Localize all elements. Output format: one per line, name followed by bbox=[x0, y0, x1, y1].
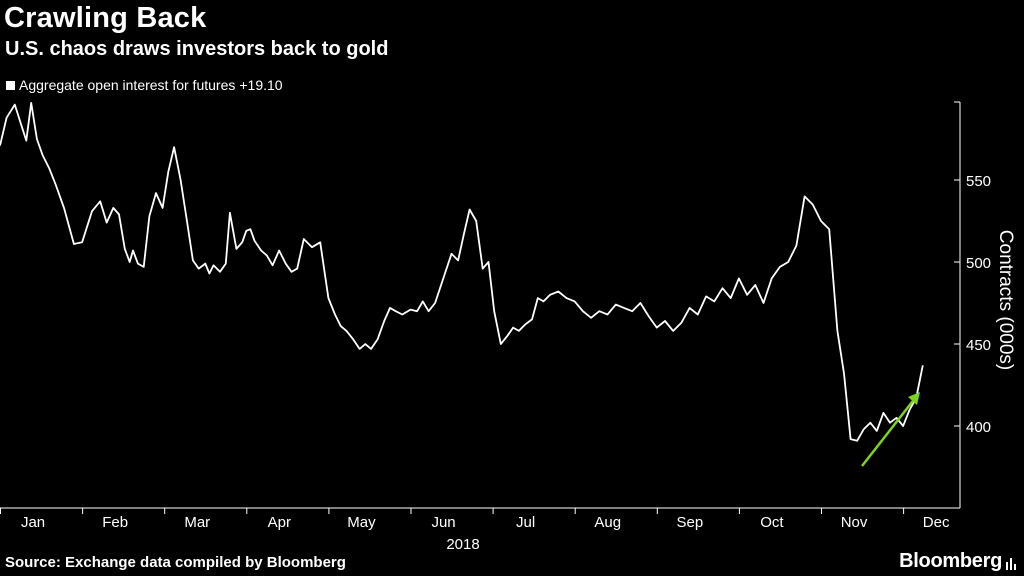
chart-subtitle: U.S. chaos draws investors back to gold bbox=[5, 38, 389, 60]
plot-area bbox=[0, 102, 924, 467]
legend-label: Aggregate open interest for futures bbox=[19, 77, 236, 93]
trend-arrow-shaft bbox=[861, 396, 917, 467]
x-axis-year-label: 2018 bbox=[446, 536, 479, 553]
y-axis-label: Contracts (000s) bbox=[995, 230, 1016, 370]
source-note: Source: Exchange data compiled by Bloomb… bbox=[5, 554, 346, 571]
y-tick-label: 500 bbox=[966, 255, 991, 272]
y-tick-label: 400 bbox=[966, 419, 991, 436]
bloomberg-mark-icon bbox=[1006, 558, 1016, 570]
x-tick-label: Apr bbox=[268, 514, 291, 531]
x-tick-label: Sep bbox=[676, 514, 703, 531]
x-tick-label: Dec bbox=[923, 514, 950, 531]
x-axis: Jan Feb Mar Apr May Jun Jul Aug Sep Oct Nov Dec bbox=[0, 507, 960, 531]
y-axis: 400 450 500 550 bbox=[954, 101, 991, 508]
trend-arrow-head bbox=[908, 392, 920, 405]
x-tick-label: Nov bbox=[841, 514, 868, 531]
x-tick-label: Jun bbox=[431, 514, 455, 531]
y-tick-label: 550 bbox=[966, 173, 991, 190]
y-tick-label: 450 bbox=[966, 337, 991, 354]
x-tick-label: May bbox=[347, 514, 376, 531]
brand-logo-text: Bloomberg bbox=[899, 550, 1002, 572]
legend-value: +19.10 bbox=[239, 77, 283, 93]
x-tick-label: Jan bbox=[21, 514, 45, 531]
x-tick-label: Feb bbox=[102, 514, 128, 531]
x-tick-label: Mar bbox=[184, 514, 210, 531]
legend-swatch bbox=[6, 80, 15, 90]
series-line-open-interest bbox=[0, 102, 924, 442]
x-tick-label: Aug bbox=[594, 514, 621, 531]
x-tick-label: Oct bbox=[760, 514, 784, 531]
x-tick-label: Jul bbox=[516, 514, 535, 531]
legend: Aggregate open interest for futures +19.… bbox=[6, 77, 283, 93]
chart-title: Crawling Back bbox=[4, 2, 207, 34]
